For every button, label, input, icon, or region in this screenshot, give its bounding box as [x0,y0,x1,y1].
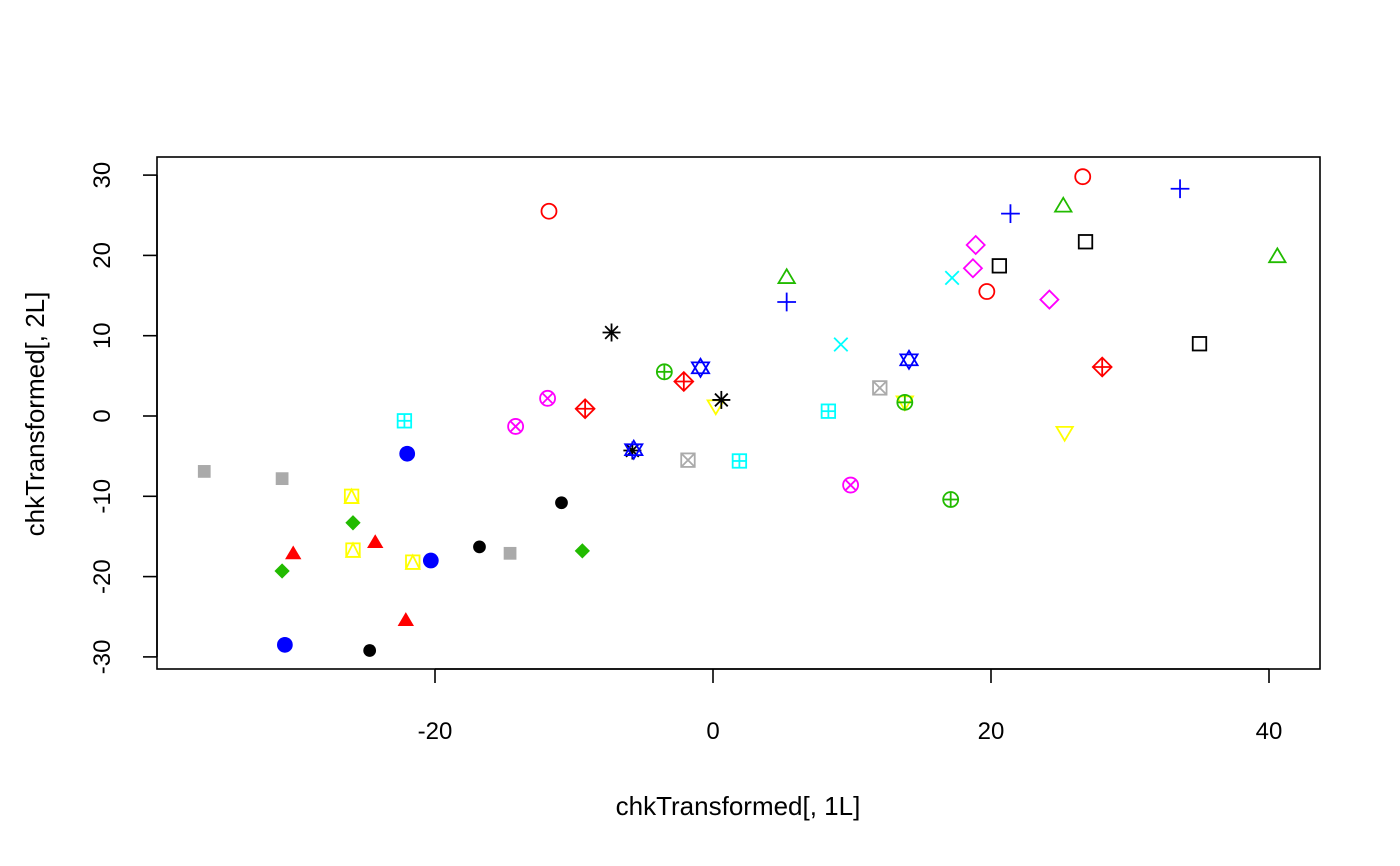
data-point [574,398,596,420]
data-point [539,389,556,407]
plot-frame [156,156,1321,670]
data-point [842,476,860,494]
x-axis: -20 0 20 40 [418,668,1283,745]
data-point [1191,336,1208,352]
data-point [1074,168,1092,186]
data-point [574,543,590,559]
data-points [197,168,1288,657]
y-axis: -30 -20 -10 0 10 20 30 [89,162,158,675]
data-point [962,257,984,279]
data-point [1054,425,1075,443]
data-point [1091,356,1113,378]
data-point [363,644,377,657]
data-point [1039,289,1060,310]
data-point [965,234,986,256]
data-point [507,418,525,435]
data-point [367,534,384,549]
data-point [712,390,731,409]
data-point [555,496,568,510]
data-point [404,553,421,570]
data-point [1053,196,1074,213]
data-point [673,370,695,393]
data-point [623,438,644,461]
y-tick-label: 20 [89,242,116,269]
data-point [345,515,361,531]
data-point [896,393,914,411]
data-point [1077,234,1094,250]
data-point [285,545,302,560]
data-point [978,283,996,300]
y-tick-label: -30 [89,640,116,675]
data-point [1001,204,1020,224]
data-point [344,541,362,558]
data-point [991,258,1007,274]
data-point [277,636,293,653]
data-point [833,337,849,352]
x-tick-label: 40 [1256,718,1283,745]
data-point [503,546,517,560]
data-point [274,563,290,579]
data-point [602,323,621,342]
data-point [776,267,797,284]
x-axis-title: chkTransformed[, 1L] [616,791,861,821]
data-point [197,465,211,478]
y-tick-label: 30 [89,162,116,189]
data-point [777,292,797,312]
data-point [1170,179,1190,199]
y-tick-label: 0 [89,409,116,422]
y-axis-title: chkTransformed[, 2L] [20,292,50,537]
x-tick-label: 20 [978,718,1005,745]
data-point [680,452,696,468]
data-point [343,487,360,504]
data-point [397,612,415,626]
data-point [655,363,673,381]
data-point [399,445,416,462]
data-point [690,357,711,379]
y-tick-label: 10 [89,322,116,349]
data-point [820,403,837,419]
data-point [396,413,413,429]
data-point [898,348,920,371]
data-point [944,270,960,286]
y-tick-label: -20 [89,559,116,594]
data-point [1267,246,1288,264]
data-point [275,472,289,486]
data-point [422,552,439,569]
data-point [872,380,888,396]
data-point [540,202,558,220]
data-point [473,540,486,554]
data-point [731,453,748,469]
y-tick-label: -10 [89,479,116,514]
x-tick-label: -20 [418,718,453,745]
x-tick-label: 0 [706,718,719,745]
data-point [942,491,960,508]
